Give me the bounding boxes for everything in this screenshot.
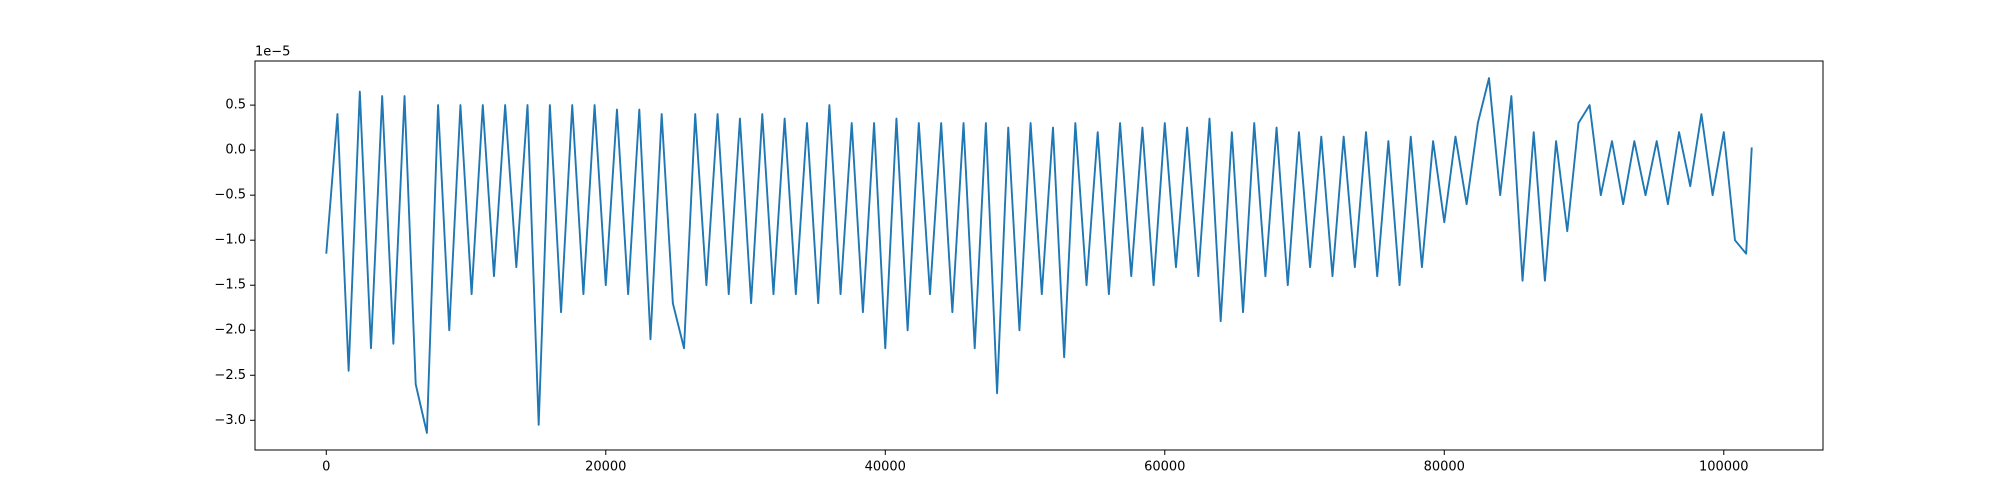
x-tick-label: 100000 — [1699, 460, 1749, 475]
y-tick-label: −3.0 — [214, 413, 246, 428]
y-tick-label: −1.0 — [214, 233, 246, 248]
y-tick-label: −2.0 — [214, 323, 246, 338]
y-tick-label: −0.5 — [214, 188, 246, 203]
y-tick-label: −1.5 — [214, 278, 246, 293]
x-tick-label: 80000 — [1424, 460, 1465, 475]
plot-frame — [254, 60, 1824, 451]
y-tick-label: −2.5 — [214, 368, 246, 383]
x-tick-label: 0 — [322, 460, 330, 475]
y-tick-label: 0.0 — [225, 143, 246, 158]
x-tick-label: 40000 — [865, 460, 906, 475]
x-tick-label: 20000 — [585, 460, 626, 475]
y-tick-label: 0.5 — [225, 98, 246, 113]
line — [325, 77, 1753, 434]
y-offset-label: 1e−5 — [255, 45, 290, 60]
x-tick-label: 60000 — [1144, 460, 1185, 475]
